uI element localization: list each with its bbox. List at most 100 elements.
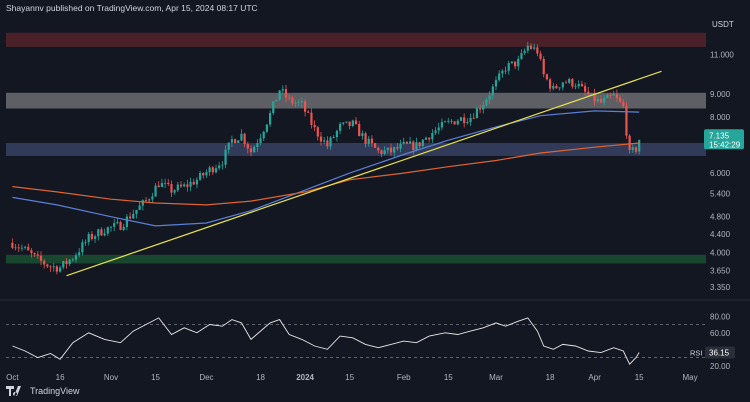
- candle: [211, 165, 214, 175]
- candle-body: [612, 94, 615, 96]
- candle: [622, 99, 625, 109]
- candle: [256, 139, 259, 152]
- candle: [119, 220, 122, 231]
- candle: [132, 209, 135, 219]
- candle-body: [545, 74, 549, 80]
- candle-body: [65, 261, 68, 265]
- candle-body: [606, 95, 609, 99]
- candle: [221, 160, 224, 170]
- candle-body: [583, 86, 587, 92]
- candle-body: [396, 147, 399, 149]
- candle-body: [361, 133, 364, 137]
- candle: [466, 118, 469, 125]
- candle-body: [122, 226, 125, 230]
- candle: [618, 95, 622, 103]
- candle: [561, 82, 564, 91]
- candle-body: [208, 167, 211, 173]
- price-tick-label: 6.000: [710, 169, 731, 178]
- candle: [415, 137, 418, 152]
- candle: [205, 169, 208, 178]
- candle: [128, 212, 132, 220]
- last-price-value: 7.135: [709, 131, 730, 140]
- candle-body: [555, 85, 558, 89]
- candle: [577, 80, 580, 89]
- x-tick-label: Feb: [397, 373, 411, 382]
- candle: [179, 181, 183, 188]
- candle-body: [116, 221, 119, 224]
- candle: [513, 61, 517, 70]
- candle-body: [39, 255, 43, 261]
- candle-body: [246, 143, 249, 149]
- candle-body: [529, 45, 533, 49]
- candles: [11, 41, 641, 275]
- candle-body: [87, 233, 90, 242]
- candle: [377, 146, 380, 154]
- candle-body: [351, 120, 354, 127]
- candle-body: [558, 87, 561, 89]
- candle-body: [30, 250, 33, 254]
- candle-body: [307, 111, 310, 113]
- candle: [609, 92, 612, 99]
- footer-brand: TradingView: [30, 386, 80, 396]
- candle-body: [440, 121, 444, 128]
- candle-body: [291, 97, 294, 104]
- candle: [523, 48, 526, 55]
- candle: [173, 189, 176, 195]
- candle: [186, 179, 189, 192]
- candle: [443, 120, 447, 123]
- candle: [599, 95, 603, 104]
- candle: [564, 80, 568, 84]
- candle-body: [36, 254, 39, 256]
- candle-body: [548, 79, 552, 89]
- candle: [208, 165, 211, 176]
- x-tick-label: 18: [256, 373, 265, 382]
- candle-body: [424, 137, 428, 140]
- candle-body: [167, 182, 170, 185]
- rsi-name-label: RSI: [690, 349, 703, 358]
- candle-body: [338, 123, 342, 131]
- candle: [272, 101, 275, 116]
- candle-body: [100, 229, 103, 236]
- candle-body: [501, 70, 504, 74]
- candle-body: [590, 92, 593, 96]
- candle-body: [119, 221, 122, 230]
- candle: [214, 164, 218, 174]
- candle: [74, 252, 78, 263]
- price-tick-label: 9.000: [710, 90, 731, 99]
- candle: [62, 260, 65, 270]
- price-tick-label: 4.800: [710, 213, 731, 222]
- candle-body: [399, 143, 402, 149]
- candle-body: [631, 147, 634, 150]
- candle-body: [253, 146, 256, 153]
- candle-body: [163, 182, 167, 184]
- candle: [30, 248, 33, 258]
- candle: [571, 77, 574, 89]
- candle: [517, 55, 520, 71]
- price-tick-label: 4.000: [710, 248, 731, 257]
- candle: [418, 142, 421, 149]
- candle-body: [587, 91, 590, 96]
- price-tick-label: 4.400: [710, 230, 731, 239]
- price-tick-label: 8.000: [710, 113, 731, 122]
- candle: [370, 135, 374, 147]
- candle: [475, 106, 479, 119]
- candle: [615, 89, 619, 102]
- candle-body: [128, 216, 132, 219]
- candle: [294, 100, 297, 107]
- candle-body: [348, 121, 351, 127]
- candle-body: [561, 82, 564, 88]
- candle: [354, 117, 358, 125]
- x-tick-label: 18: [546, 373, 555, 382]
- candle-body: [237, 140, 240, 143]
- candle: [491, 84, 494, 100]
- candle: [405, 141, 409, 145]
- candle-body: [233, 139, 237, 143]
- candle: [284, 84, 288, 103]
- zone-demand: [6, 254, 706, 264]
- candle: [501, 69, 504, 78]
- candle-body: [498, 73, 501, 81]
- candle-body: [230, 139, 234, 143]
- candle-body: [278, 90, 281, 100]
- candle: [103, 228, 106, 237]
